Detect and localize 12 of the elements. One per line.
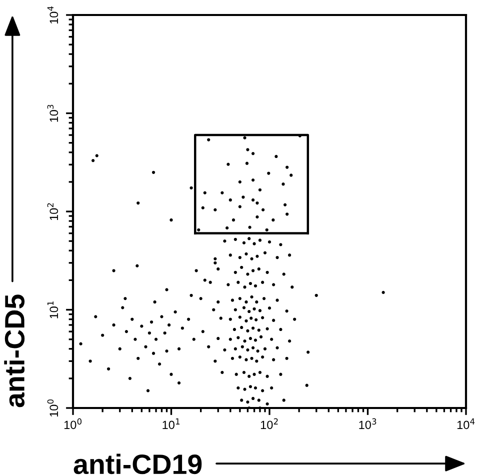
x-tick-label: 10$^{3}$ bbox=[359, 418, 376, 430]
x-tick-label: 10$^{4}$ bbox=[457, 418, 475, 430]
y-tick-label: 10$^{3}$ bbox=[47, 104, 58, 122]
x-tick-label: 10$^{0}$ bbox=[64, 418, 82, 430]
y-tick-label: 10$^{4}$ bbox=[47, 6, 58, 24]
y-tick-label: 10$^{2}$ bbox=[47, 203, 58, 220]
y-tick-label: 10$^{1}$ bbox=[47, 301, 58, 318]
x-tick-label: 10$^{2}$ bbox=[260, 418, 278, 430]
y-axis-title: anti-CD5 bbox=[4, 294, 25, 408]
x-axis-title: anti-CD19 bbox=[74, 454, 202, 474]
y-tick-label: 10$^{0}$ bbox=[47, 399, 58, 417]
x-tick-label: 10$^{1}$ bbox=[162, 418, 180, 430]
